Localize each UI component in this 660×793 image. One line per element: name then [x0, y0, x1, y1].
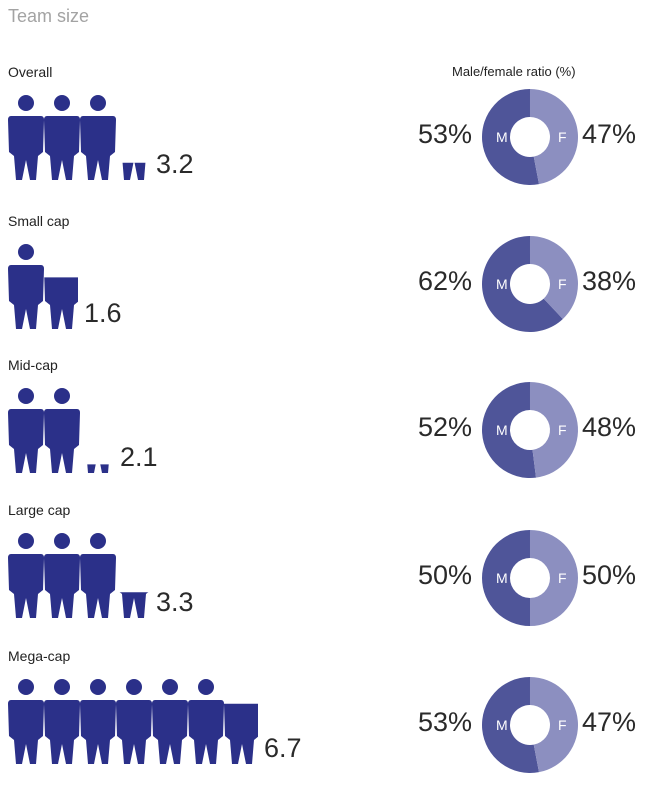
person-icon — [80, 95, 116, 180]
female-slice — [530, 89, 578, 185]
person-icon — [188, 679, 224, 764]
person-icon — [8, 679, 44, 764]
male-percent: 52% — [417, 412, 472, 442]
female-letter: F — [558, 570, 567, 586]
person-icon — [8, 388, 44, 473]
female-percent: 48% — [582, 412, 637, 442]
row-label: Mega-cap — [8, 648, 71, 664]
team-pictogram — [8, 388, 109, 473]
row-label: Mid-cap — [8, 357, 58, 373]
partial-person-icon — [44, 277, 78, 329]
female-letter: F — [558, 717, 567, 733]
male-slice — [482, 236, 563, 332]
team-pictogram — [8, 244, 78, 329]
male-slice — [482, 677, 539, 773]
person-icon — [152, 679, 188, 764]
male-percent: 50% — [417, 560, 472, 590]
partial-person-icon — [224, 703, 258, 764]
male-percent: 62% — [417, 266, 472, 296]
team-size-value: 3.3 — [156, 587, 194, 617]
ratio-title: Male/female ratio (%) — [452, 64, 576, 79]
female-percent: 50% — [582, 560, 637, 590]
team-size-value: 3.2 — [156, 149, 194, 179]
row-mid-cap: Mid-cap 2.1 — [0, 357, 660, 502]
female-percent: 47% — [582, 707, 637, 737]
female-percent: 47% — [582, 119, 637, 149]
male-percent: 53% — [417, 119, 472, 149]
person-icon — [8, 244, 44, 329]
female-slice — [530, 236, 578, 319]
row-small-cap: Small cap 1.6 — [0, 213, 660, 358]
female-letter: F — [558, 422, 567, 438]
male-letter: M — [496, 570, 508, 586]
male-letter: M — [496, 276, 508, 292]
female-slice — [530, 530, 578, 626]
male-slice — [482, 89, 539, 185]
row-large-cap: Large cap 3.3 — [0, 502, 660, 647]
row-label: Small cap — [8, 213, 70, 229]
female-slice — [530, 677, 578, 773]
row-mega-cap: Mega-cap 6.7 — [0, 648, 660, 793]
partial-person-icon — [87, 464, 109, 473]
row-label: Large cap — [8, 502, 71, 518]
male-percent: 53% — [417, 707, 472, 737]
person-icon — [80, 679, 116, 764]
female-letter: F — [558, 276, 567, 292]
team-size-value: 6.7 — [264, 733, 302, 763]
person-icon — [8, 533, 44, 618]
male-slice — [482, 382, 537, 478]
team-pictogram — [8, 679, 258, 764]
male-letter: M — [496, 422, 508, 438]
team-pictogram — [8, 533, 149, 618]
male-letter: M — [496, 717, 508, 733]
partial-person-icon — [122, 162, 146, 180]
person-icon — [80, 533, 116, 618]
person-icon — [44, 533, 80, 618]
male-slice — [481, 530, 530, 626]
person-icon — [44, 679, 80, 764]
male-letter: M — [496, 129, 508, 145]
partial-person-icon — [119, 592, 149, 618]
team-size-value: 1.6 — [84, 298, 122, 328]
row-overall: Overall 3.2 — [0, 64, 660, 209]
team-size-value: 2.1 — [120, 442, 158, 472]
person-icon — [44, 388, 80, 473]
person-icon — [8, 95, 44, 180]
team-pictogram — [8, 95, 146, 180]
person-icon — [44, 95, 80, 180]
chart-title: Team size — [8, 6, 90, 26]
person-icon — [116, 679, 152, 764]
female-letter: F — [558, 129, 567, 145]
row-label: Overall — [8, 64, 53, 80]
female-slice — [530, 382, 579, 478]
female-percent: 38% — [582, 266, 637, 296]
